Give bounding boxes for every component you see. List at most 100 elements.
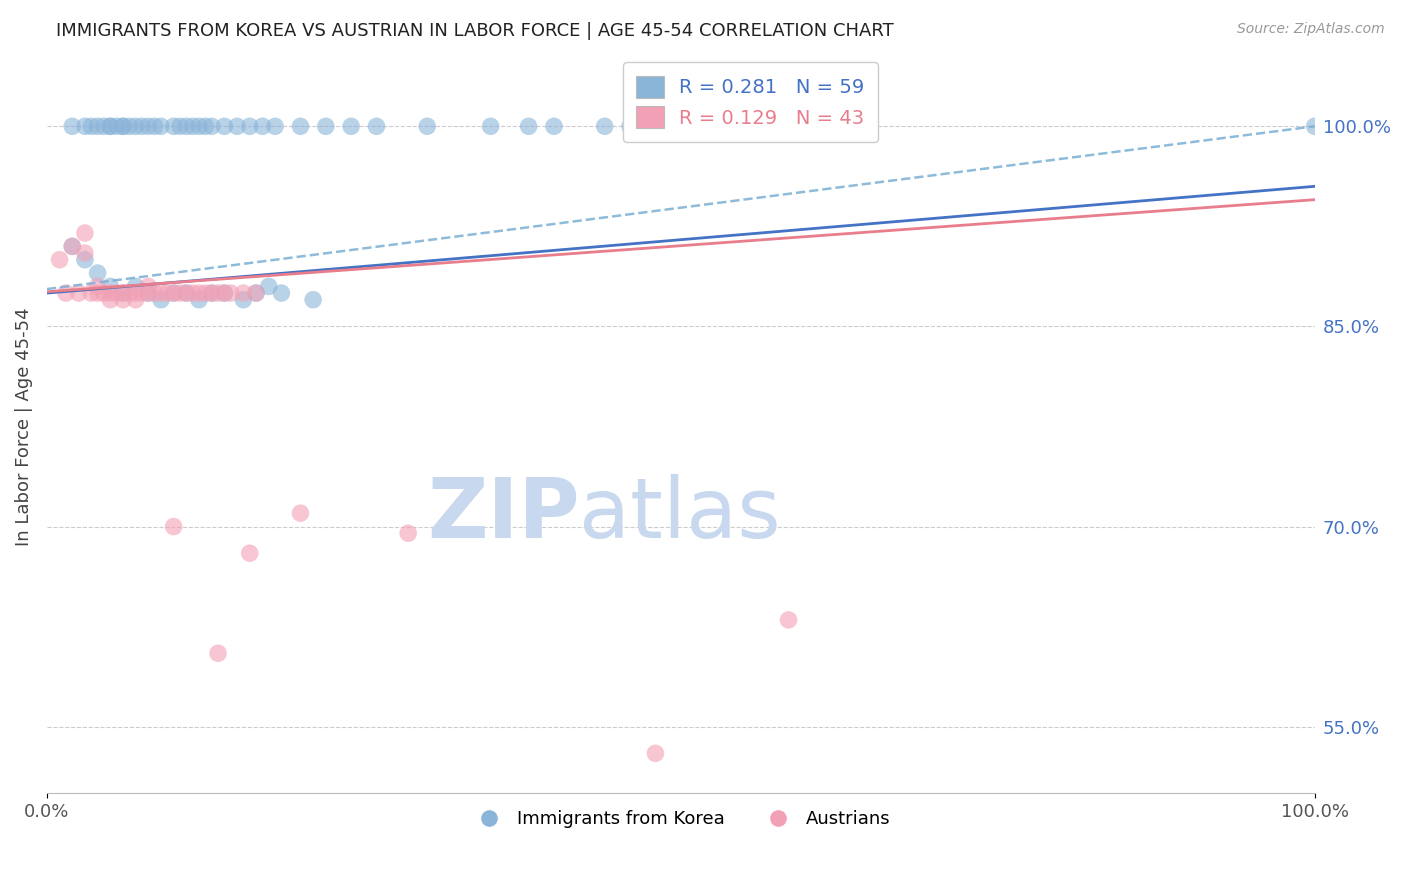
Point — [80, 120, 103, 134]
Point — [290, 506, 312, 520]
Point — [150, 293, 173, 307]
Point — [517, 120, 540, 134]
Point — [340, 120, 363, 134]
Point — [181, 286, 204, 301]
Y-axis label: In Labor Force | Age 45-54: In Labor Force | Age 45-54 — [15, 307, 32, 546]
Point — [48, 252, 70, 267]
Point — [80, 286, 103, 301]
Point — [194, 286, 217, 301]
Point — [73, 252, 96, 267]
Point — [214, 286, 236, 301]
Point — [86, 286, 108, 301]
Point — [98, 279, 121, 293]
Point — [86, 266, 108, 280]
Point — [86, 279, 108, 293]
Point — [124, 286, 146, 301]
Point — [169, 286, 191, 301]
Point — [270, 286, 292, 301]
Point — [111, 120, 134, 134]
Point — [111, 286, 134, 301]
Point — [55, 286, 77, 301]
Point — [118, 120, 141, 134]
Point — [169, 120, 191, 134]
Text: IMMIGRANTS FROM KOREA VS AUSTRIAN IN LABOR FORCE | AGE 45-54 CORRELATION CHART: IMMIGRANTS FROM KOREA VS AUSTRIAN IN LAB… — [56, 22, 894, 40]
Point — [131, 286, 153, 301]
Point — [111, 286, 134, 301]
Point — [619, 120, 641, 134]
Point — [366, 120, 388, 134]
Point — [834, 120, 856, 134]
Point — [644, 747, 666, 761]
Point — [290, 120, 312, 134]
Point — [257, 279, 280, 293]
Point — [98, 120, 121, 134]
Point — [105, 286, 128, 301]
Point — [136, 120, 159, 134]
Point — [176, 120, 198, 134]
Point — [315, 120, 337, 134]
Point — [98, 293, 121, 307]
Point — [93, 120, 115, 134]
Point — [111, 293, 134, 307]
Point — [201, 286, 224, 301]
Point — [245, 286, 267, 301]
Point — [73, 246, 96, 260]
Point — [416, 120, 439, 134]
Point — [143, 286, 166, 301]
Point — [245, 286, 267, 301]
Point — [176, 286, 198, 301]
Point — [86, 120, 108, 134]
Point — [150, 286, 173, 301]
Point — [98, 120, 121, 134]
Point — [118, 286, 141, 301]
Point — [194, 120, 217, 134]
Text: Source: ZipAtlas.com: Source: ZipAtlas.com — [1237, 22, 1385, 37]
Point — [176, 286, 198, 301]
Point — [239, 120, 262, 134]
Point — [67, 286, 90, 301]
Point — [396, 526, 419, 541]
Text: ZIP: ZIP — [427, 474, 579, 555]
Point — [60, 239, 83, 253]
Point — [188, 293, 211, 307]
Point — [136, 286, 159, 301]
Point — [201, 120, 224, 134]
Point — [226, 120, 249, 134]
Point — [207, 286, 229, 301]
Point — [219, 286, 242, 301]
Legend: Immigrants from Korea, Austrians: Immigrants from Korea, Austrians — [464, 803, 897, 836]
Point — [188, 286, 211, 301]
Point — [93, 286, 115, 301]
Point — [98, 286, 121, 301]
Point — [111, 120, 134, 134]
Point — [188, 120, 211, 134]
Point — [302, 293, 325, 307]
Point — [201, 286, 224, 301]
Point — [163, 286, 186, 301]
Point — [150, 120, 173, 134]
Point — [73, 226, 96, 240]
Point — [124, 120, 146, 134]
Point — [181, 120, 204, 134]
Point — [479, 120, 502, 134]
Point — [239, 546, 262, 560]
Point — [214, 120, 236, 134]
Point — [136, 279, 159, 293]
Point — [124, 293, 146, 307]
Point — [163, 286, 186, 301]
Point — [60, 120, 83, 134]
Point — [124, 279, 146, 293]
Point — [131, 120, 153, 134]
Point — [143, 120, 166, 134]
Point — [136, 286, 159, 301]
Point — [163, 120, 186, 134]
Point — [252, 120, 274, 134]
Point — [214, 286, 236, 301]
Point — [105, 120, 128, 134]
Point — [232, 293, 254, 307]
Point — [156, 286, 179, 301]
Point — [232, 286, 254, 301]
Point — [695, 120, 717, 134]
Text: atlas: atlas — [579, 474, 782, 555]
Point — [778, 613, 800, 627]
